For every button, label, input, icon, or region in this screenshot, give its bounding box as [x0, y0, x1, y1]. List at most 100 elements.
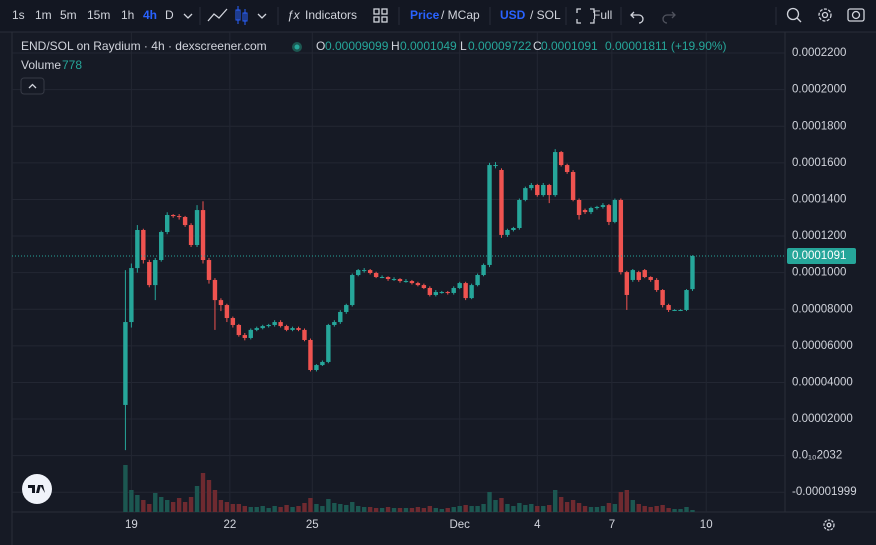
volume-bar — [296, 506, 301, 512]
interval-dropdown[interactable] — [183, 13, 193, 19]
x-tick-label: 19 — [125, 519, 138, 531]
redo-icon[interactable] — [662, 11, 676, 24]
candle-body — [552, 152, 558, 196]
candle-body — [523, 188, 528, 200]
candle-body — [236, 324, 242, 336]
volume-label: Volume — [21, 58, 61, 72]
volume-bar — [427, 506, 433, 512]
logo-mark — [28, 485, 45, 493]
volume-bar — [212, 490, 218, 512]
volume-bar — [260, 506, 265, 512]
interval-button[interactable]: D — [165, 8, 174, 22]
interval-button[interactable]: 1s — [12, 8, 25, 22]
candle-body — [176, 216, 182, 218]
volume-bar — [338, 504, 343, 512]
volume-bar — [552, 490, 558, 512]
volume-bar — [194, 486, 200, 512]
volume-bar — [606, 503, 612, 512]
candle-body — [672, 309, 677, 311]
y-tick-label: 0.0002200 — [792, 47, 846, 59]
snapshot-body — [847, 8, 865, 22]
volume-bar — [487, 492, 492, 512]
volume-bar — [654, 506, 659, 512]
interval-button[interactable]: 15m — [87, 8, 110, 22]
fullscreen-icon[interactable] — [576, 8, 595, 24]
undo-icon[interactable] — [630, 11, 644, 24]
indicators-button[interactable]: Indicators — [305, 8, 357, 22]
y-tick-label: 0.00008000 — [792, 303, 853, 315]
replay-icon-circle — [786, 7, 800, 21]
volume-bar — [594, 507, 600, 512]
line-chart-icon[interactable] — [207, 8, 228, 22]
volume-bar — [153, 493, 158, 512]
candle-body — [308, 339, 313, 370]
mcap-toggle[interactable]: / MCap — [441, 8, 480, 22]
candle-body — [648, 277, 653, 280]
interval-button[interactable]: 4h — [143, 8, 157, 22]
chart-type-dropdown[interactable] — [257, 13, 267, 19]
volume-bar — [170, 502, 176, 512]
candle-icon[interactable] — [235, 6, 248, 25]
candle-body — [147, 262, 152, 286]
volume-bar — [535, 506, 540, 512]
volume-bar — [320, 506, 325, 512]
x-tick-label: 7 — [609, 519, 615, 531]
indicators-icon[interactable]: ƒx — [287, 8, 301, 22]
settings-gear-hole — [821, 11, 829, 19]
interval-button[interactable]: 1m — [35, 8, 52, 22]
legend-low: 0.00009722 — [468, 39, 532, 53]
time-axis-settings[interactable] — [823, 519, 835, 531]
volume-bar — [630, 500, 635, 512]
candle-body — [361, 270, 367, 272]
candle-body — [278, 322, 283, 327]
volume-bar — [242, 506, 247, 512]
volume-bar — [475, 506, 480, 512]
candle-body — [606, 205, 612, 222]
settings-icon[interactable] — [818, 8, 832, 22]
volume-bar — [350, 502, 355, 512]
volume-bar — [588, 507, 594, 512]
legend-l: L — [460, 39, 467, 53]
y-tick-label: 0.0002000 — [792, 84, 846, 96]
volume-bar — [541, 506, 546, 512]
status-dot — [294, 44, 300, 50]
usd-toggle[interactable]: USD — [500, 8, 526, 22]
price-toggle[interactable]: Price — [410, 8, 440, 22]
volume-bar — [224, 502, 230, 512]
volume-bar — [684, 507, 689, 512]
volume-bar — [558, 497, 564, 512]
snapshot-icon[interactable] — [847, 8, 865, 22]
layout-icon[interactable] — [373, 8, 388, 23]
candle-body — [397, 279, 403, 282]
interval-button[interactable]: 1h — [121, 8, 134, 22]
interval-button[interactable]: 5m — [60, 8, 77, 22]
volume-bar — [248, 507, 253, 512]
volume-bar — [278, 507, 283, 512]
candle-body — [409, 281, 415, 284]
candle-body — [690, 255, 695, 290]
x-tick-label: Dec — [449, 519, 470, 531]
volume-bar — [164, 500, 170, 512]
candle-body — [344, 305, 349, 312]
axis-gear-hole — [826, 522, 832, 528]
y-tick-label: 0.0001400 — [792, 193, 846, 205]
volume-bar — [308, 498, 313, 512]
candle-body — [332, 322, 337, 325]
y-tick-label: 0.0001600 — [792, 157, 846, 169]
full-button[interactable]: Full — [593, 8, 612, 22]
candle-body — [660, 290, 665, 306]
volume-bar — [266, 508, 271, 512]
volume-bar — [182, 502, 188, 512]
y-tick-label: 0.00004000 — [792, 376, 853, 388]
volume-bar — [678, 509, 683, 512]
collapse-button[interactable] — [20, 77, 45, 95]
volume-bar — [236, 504, 242, 512]
replay-icon[interactable] — [786, 7, 802, 23]
volume-bar — [612, 504, 618, 512]
legend-high: 0.0001049 — [400, 39, 457, 53]
candle-body — [457, 283, 462, 289]
sol-toggle[interactable]: / SOL — [530, 8, 561, 22]
candle-body — [594, 206, 600, 209]
candle-body — [499, 169, 504, 235]
candle-body — [385, 277, 391, 280]
